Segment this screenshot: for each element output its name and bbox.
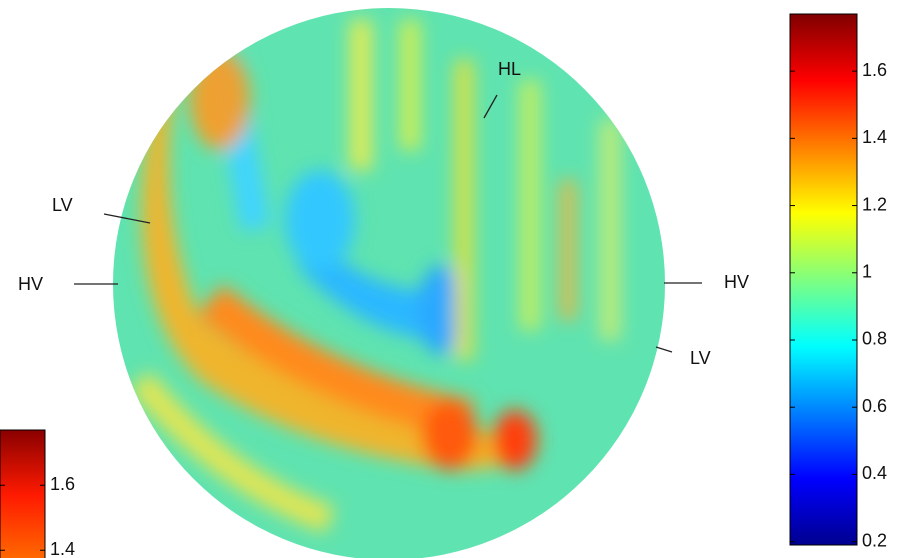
colorbar-tick-label: 1.6 [50, 474, 75, 494]
colorbar-tick-label: 0.2 [862, 530, 887, 550]
annotation-leader [656, 347, 672, 352]
annotation: HL [498, 59, 521, 79]
colorbar-tick-label: 0.4 [862, 463, 887, 483]
colorbar-tick-label: 0.6 [862, 396, 887, 416]
colorbar-tick-label: 1.2 [862, 194, 887, 214]
colorbar-tick-label: 1.4 [862, 127, 887, 147]
colorbar-tick-label: 0.8 [862, 329, 887, 349]
annotation: HV [724, 272, 749, 292]
colorbar [0, 430, 45, 558]
figure: HL LV HV HV LV 0.2 0.4 0.6 0.8 1 1.2 1.4 1.6 1.4… [0, 0, 918, 558]
colorbar-tick-label: 1.6 [862, 60, 887, 80]
annotation: LV [52, 195, 73, 215]
sphere [100, 0, 680, 558]
annotation: HV [18, 274, 43, 294]
colorbar-tick-label: 1 [862, 262, 872, 282]
annotation: LV [690, 348, 711, 368]
sphere-base [100, 0, 680, 558]
colorbar-tick-label: 1.4 [50, 539, 75, 558]
colorbar [790, 14, 857, 545]
